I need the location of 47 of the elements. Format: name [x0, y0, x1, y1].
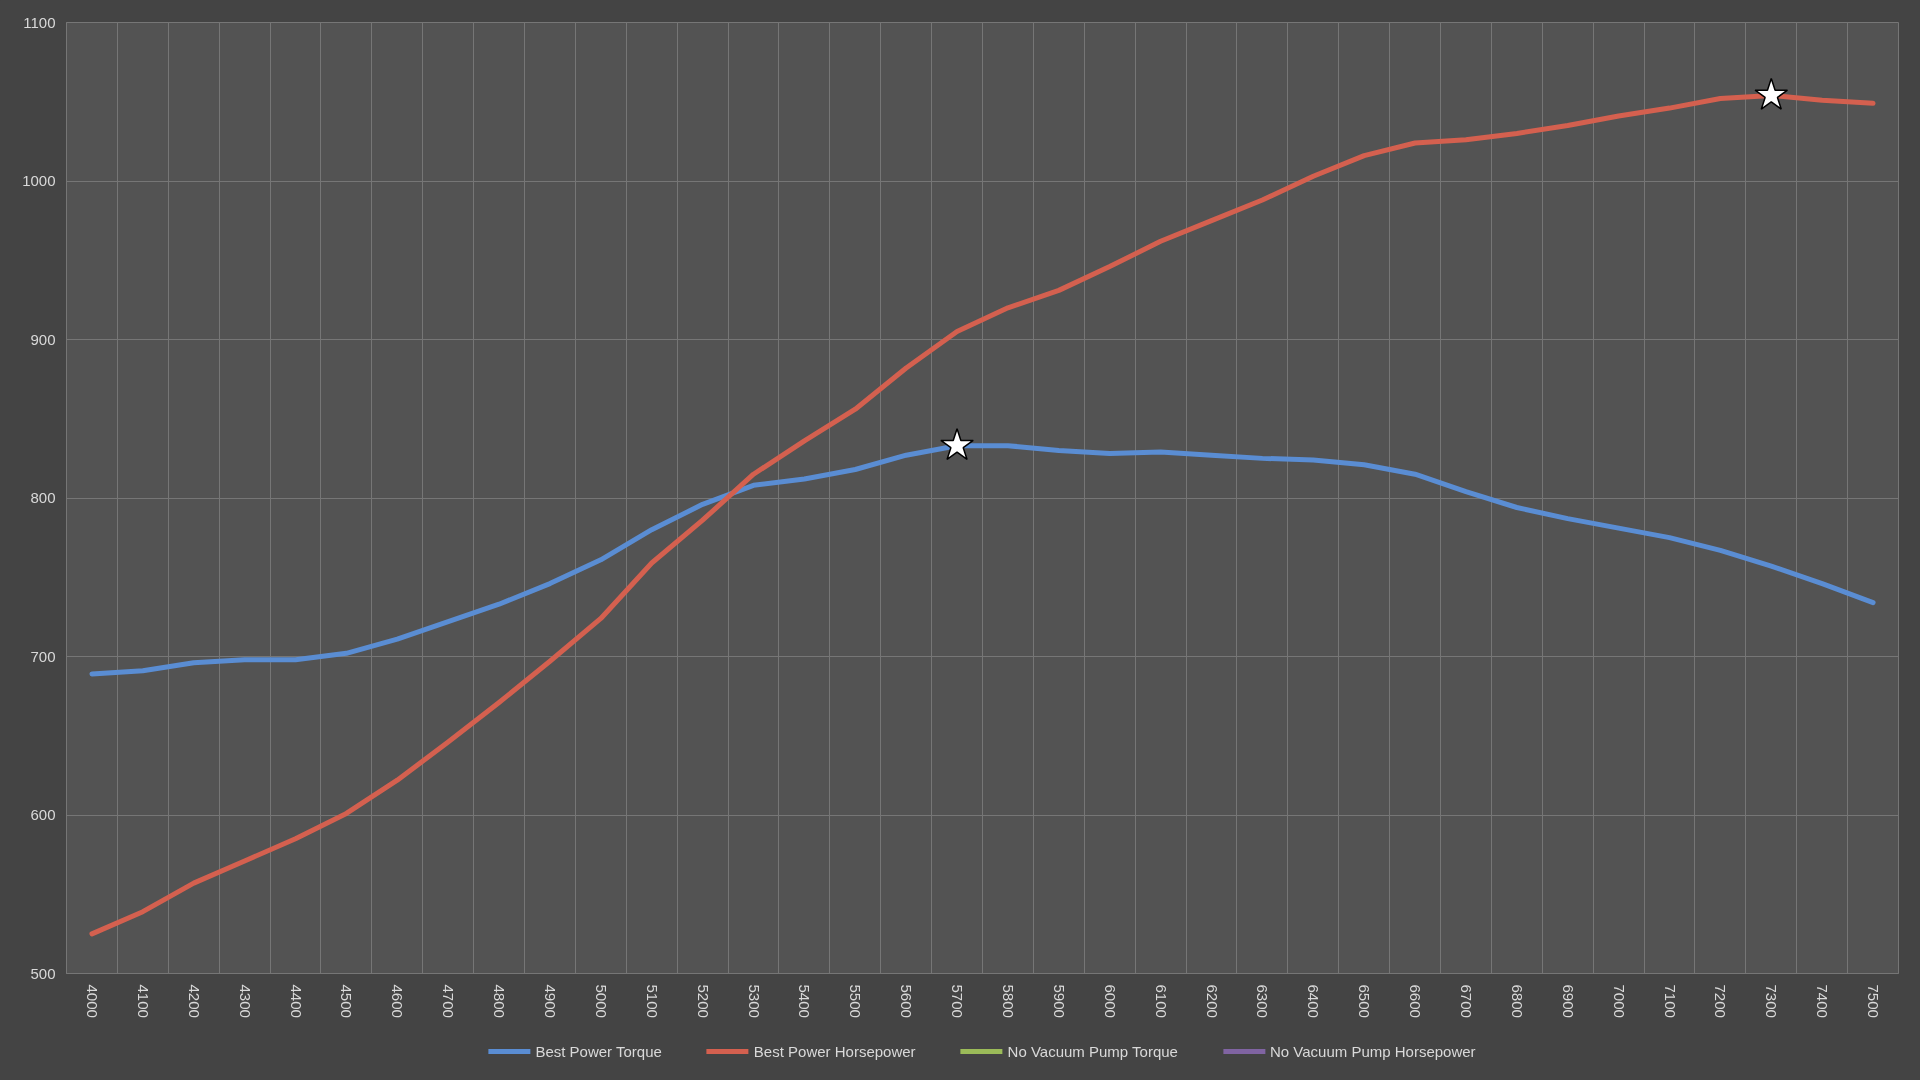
legend-label: No Vacuum Pump Torque: [1007, 1042, 1178, 1060]
x-tick-label: 6300: [1254, 984, 1272, 1018]
x-tick-label: 6000: [1101, 984, 1119, 1018]
y-tick-label: 1100: [23, 13, 56, 31]
x-tick-label: 5000: [592, 984, 610, 1018]
x-tick-label: 6700: [1457, 984, 1475, 1018]
x-tick-label: 4800: [491, 984, 509, 1018]
x-tick-label: 5200: [694, 984, 712, 1018]
x-tick-label: 5600: [898, 984, 916, 1018]
x-tick-label: 7300: [1763, 984, 1781, 1018]
x-tick-label: 6500: [1356, 984, 1374, 1018]
x-tick-label: 4000: [83, 984, 101, 1018]
x-tick-label: 4500: [338, 984, 356, 1018]
x-tick-label: 5700: [949, 984, 967, 1018]
x-tick-label: 6600: [1407, 984, 1425, 1018]
y-tick-label: 900: [30, 330, 56, 348]
x-tick-label: 5400: [796, 984, 814, 1018]
x-tick-label: 4900: [541, 984, 559, 1018]
x-tick-label: 4100: [134, 984, 152, 1018]
y-tick-label: 800: [30, 489, 56, 506]
x-tick-label: 5500: [847, 984, 865, 1018]
x-tick-label: 7400: [1814, 984, 1832, 1018]
x-tick-label: 6400: [1305, 984, 1323, 1018]
x-tick-label: 4700: [440, 984, 458, 1018]
y-tick-label: 700: [30, 647, 56, 665]
x-tick-label: 6200: [1203, 984, 1221, 1018]
legend-label: No Vacuum Pump Horsepower: [1269, 1042, 1476, 1060]
x-tick-label: 4300: [236, 984, 254, 1018]
x-tick-label: 5800: [999, 984, 1017, 1018]
y-tick-label: 500: [30, 964, 56, 982]
x-tick-label: 6900: [1559, 984, 1577, 1018]
x-tick-label: 7100: [1661, 984, 1679, 1018]
y-tick-label: 600: [30, 806, 56, 823]
x-tick-label: 6100: [1152, 984, 1170, 1018]
x-tick-label: 7200: [1712, 984, 1730, 1018]
x-tick-label: 7000: [1610, 984, 1628, 1018]
x-tick-label: 7500: [1865, 984, 1883, 1018]
x-tick-label: 5300: [745, 984, 763, 1018]
legend-label: Best Power Torque: [535, 1042, 662, 1060]
x-tick-label: 4400: [287, 984, 305, 1018]
x-tick-label: 5900: [1050, 984, 1068, 1018]
x-tick-label: 6800: [1508, 984, 1526, 1018]
x-tick-label: 5100: [643, 984, 661, 1018]
x-tick-label: 4600: [389, 984, 407, 1018]
x-tick-label: 4200: [185, 984, 203, 1018]
legend-label: Best Power Horsepower: [753, 1042, 916, 1060]
y-tick-label: 1000: [22, 172, 56, 189]
